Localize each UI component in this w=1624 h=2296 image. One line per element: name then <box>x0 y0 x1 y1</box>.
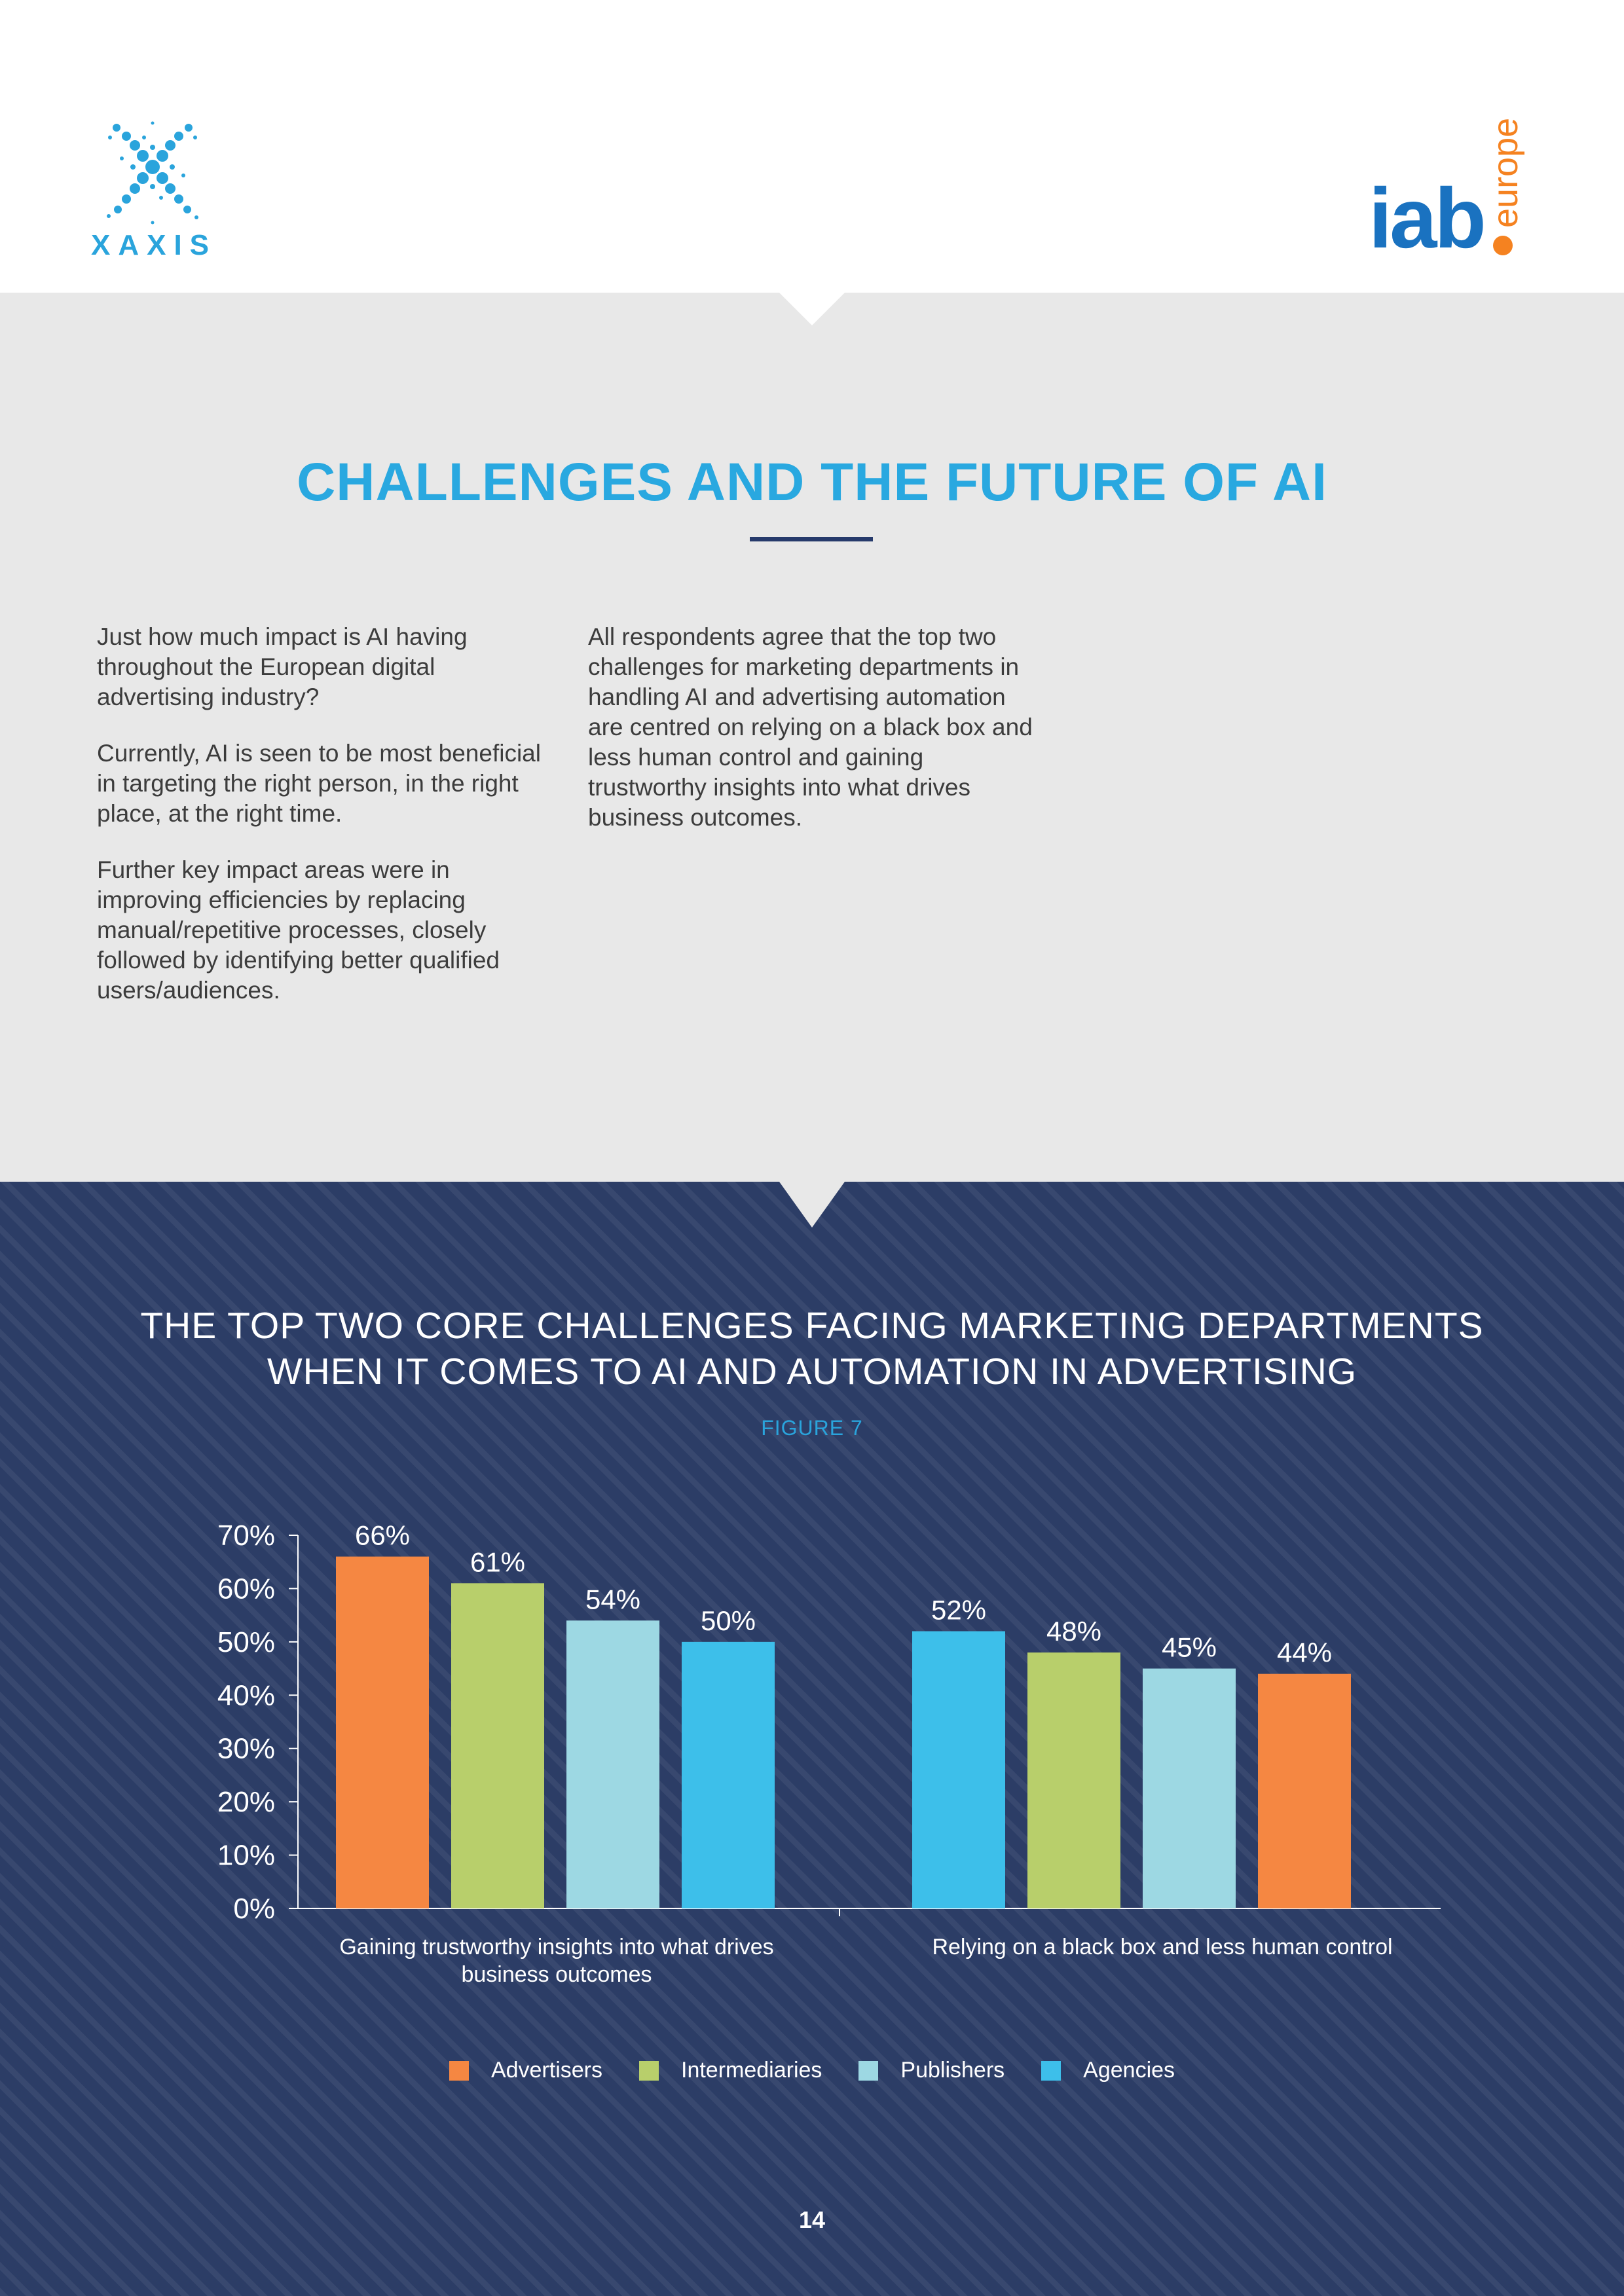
section-notch <box>779 293 845 325</box>
bar <box>912 1631 1005 1908</box>
chart-title-line: WHEN IT COMES TO AI AND AUTOMATION IN AD… <box>267 1351 1357 1393</box>
bar-value-label: 61% <box>470 1546 525 1577</box>
bar <box>566 1620 659 1908</box>
intro-section <box>0 293 1624 1182</box>
y-tick-label: 70% <box>217 1520 275 1552</box>
legend-label: Intermediaries <box>681 2058 822 2083</box>
bar <box>1258 1673 1351 1908</box>
bar <box>336 1556 429 1908</box>
legend-item: Advertisers <box>449 2058 602 2083</box>
chart-title-line: THE TOP TWO CORE CHALLENGES FACING MARKE… <box>140 1305 1484 1347</box>
legend-label: Advertisers <box>490 2058 602 2083</box>
intro-paragraph: Just how much impact is AI having throug… <box>97 623 468 710</box>
bar-value-label: 52% <box>931 1595 986 1626</box>
bar-value-label: 45% <box>1162 1632 1217 1663</box>
xaxis-x-mark-icon <box>107 121 198 225</box>
legend-swatch <box>449 2060 469 2081</box>
bar-value-label: 48% <box>1046 1616 1101 1647</box>
intro-paragraph: Further key impact areas were in improvi… <box>97 856 500 1004</box>
y-tick-label: 30% <box>217 1733 275 1765</box>
legend-swatch <box>639 2060 659 2081</box>
page-title: CHALLENGES AND THE FUTURE OF AI <box>297 452 1327 512</box>
intro-right-column: All respondents agree that the top two c… <box>588 622 1040 859</box>
bar <box>451 1583 544 1908</box>
bar <box>1143 1668 1236 1908</box>
xaxis-logo: XAXIS <box>85 111 223 268</box>
legend-swatch <box>1041 2060 1061 2081</box>
intro-paragraph: Currently, AI is seen to be most benefic… <box>97 740 541 827</box>
legend-swatch <box>858 2060 879 2081</box>
bar-value-label: 66% <box>355 1520 410 1551</box>
legend-item: Publishers <box>858 2058 1005 2083</box>
category-label: Gaining trustworthy insights into what d… <box>339 1935 773 1959</box>
y-tick-label: 60% <box>217 1573 275 1605</box>
iab-logo-dot <box>1493 236 1513 255</box>
iab-logo-text: iab <box>1369 170 1486 266</box>
legend-item: Agencies <box>1041 2058 1175 2083</box>
figure-label: FIGURE 7 <box>761 1416 863 1440</box>
bar-value-label: 50% <box>701 1605 756 1636</box>
y-tick-label: 0% <box>233 1893 275 1925</box>
intro-left-column: Just how much impact is AI having throug… <box>97 622 549 1032</box>
iab-logo-europe-text: europe <box>1486 117 1525 228</box>
section-notch <box>779 1182 845 1228</box>
bar-chart: 0% 10% 20% 30% 40% 50% 60% 70% 66% 61% 54% 50% Gaini… <box>217 1520 1441 1987</box>
y-tick-label: 10% <box>217 1840 275 1872</box>
legend-item: Intermediaries <box>639 2058 822 2083</box>
category-label: business outcomes <box>461 1962 652 1987</box>
bar <box>1027 1652 1120 1908</box>
y-tick-label: 40% <box>217 1679 275 1711</box>
y-tick-label: 20% <box>217 1786 275 1818</box>
legend-label: Publishers <box>900 2058 1005 2083</box>
intro-paragraph: All respondents agree that the top two c… <box>588 623 1033 831</box>
iab-europe-logo: iab europe <box>1369 118 1526 268</box>
chart-legend: Advertisers Intermediaries Publishers Ag… <box>0 2058 1624 2083</box>
bar-value-label: 44% <box>1277 1637 1332 1668</box>
header <box>0 0 1624 293</box>
page-number: 14 <box>798 2206 826 2233</box>
title-divider <box>750 537 873 541</box>
y-tick-label: 50% <box>217 1626 275 1658</box>
bar-value-label: 54% <box>585 1584 640 1614</box>
legend-label: Agencies <box>1083 2058 1175 2083</box>
chart-section <box>0 1182 1624 2296</box>
bar <box>682 1641 775 1908</box>
chart-title: THE TOP TWO CORE CHALLENGES FACING MARKE… <box>65 1303 1559 1394</box>
xaxis-logo-text: XAXIS <box>90 229 217 261</box>
category-label: Relying on a black box and less human co… <box>932 1935 1392 1959</box>
